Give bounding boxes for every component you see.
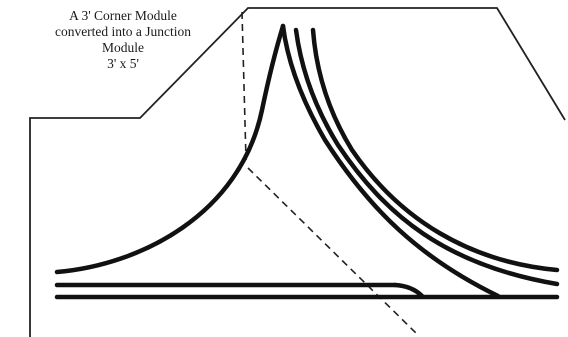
- caption-line-3: Module: [102, 40, 144, 55]
- module-outline: [29, 7, 566, 337]
- caption-line-2: converted into a Junction: [54, 24, 192, 39]
- caption-line-1: A 3' Corner Module: [69, 8, 177, 23]
- diagram-caption: A 3' Corner Module converted into a Junc…: [4, 8, 242, 72]
- dashed-boundary-diagonal: [247, 167, 419, 336]
- track-turnout-curve: [392, 282, 425, 299]
- track-left-curve: [54, 23, 286, 275]
- caption-dimensions: 3' x 5': [107, 56, 139, 71]
- dashed-boundary-vertical: [241, 11, 247, 161]
- track-right-curve-outer: [310, 27, 560, 273]
- track-right-curve-middle: [293, 27, 560, 287]
- track-right-curve-inner: [280, 23, 501, 299]
